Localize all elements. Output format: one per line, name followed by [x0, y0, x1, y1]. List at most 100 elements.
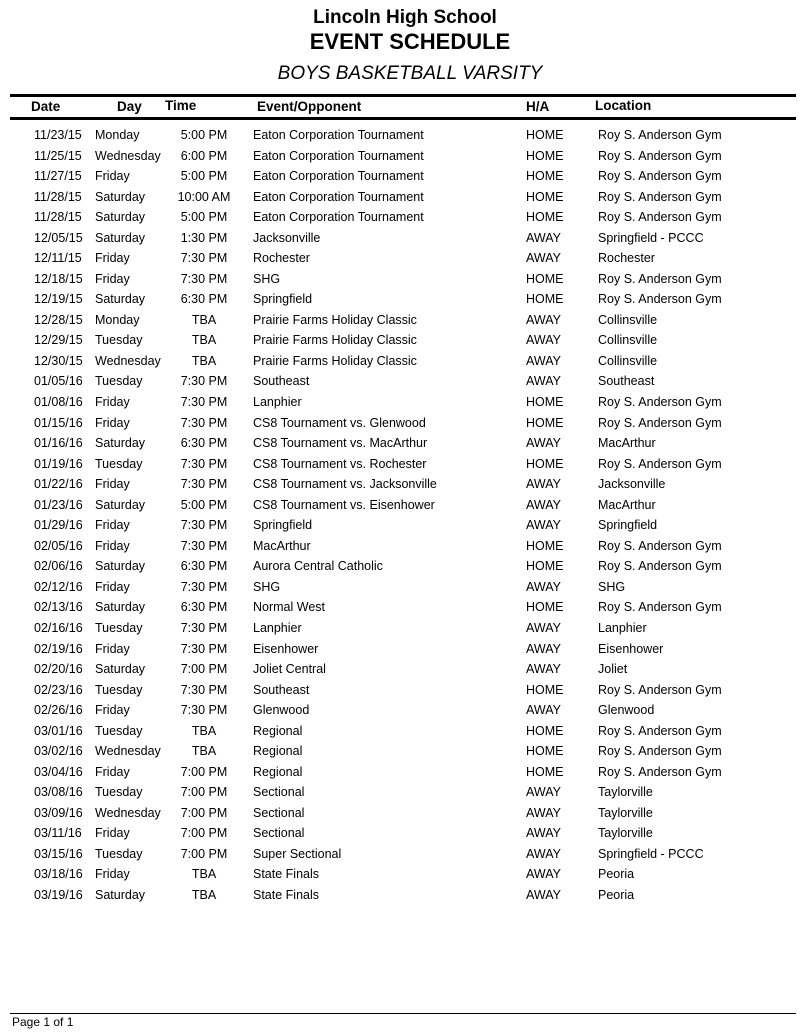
cell-date: 03/08/16 [34, 785, 83, 800]
cell-ha: HOME [526, 559, 564, 574]
cell-ha: HOME [526, 271, 564, 286]
cell-loc: Taylorville [598, 826, 653, 841]
cell-ha: AWAY [526, 785, 561, 800]
cell-day: Saturday [95, 497, 146, 512]
cell-event: Prairie Farms Holiday Classic [253, 312, 417, 327]
cell-time: 5:00 PM [180, 210, 228, 225]
table-row: 01/23/16 Saturday 5:00 PM CS8 Tournament vs… [0, 498, 800, 518]
cell-time: 6:30 PM [180, 600, 228, 615]
table-row: 03/02/16 Wednesday TBA Regional HOME Roy S. A… [0, 744, 800, 764]
cell-time: TBA [191, 887, 217, 902]
cell-loc: Glenwood [598, 703, 655, 718]
cell-date: 03/18/16 [34, 867, 83, 882]
table-row: 01/19/16 Tuesday 7:30 PM CS8 Tournament vs.… [0, 457, 800, 477]
cell-time: 7:30 PM [180, 620, 228, 635]
cell-date: 03/11/16 [34, 826, 82, 841]
cell-date: 03/02/16 [34, 744, 83, 759]
cell-event: Aurora Central Catholic [253, 559, 383, 574]
column-header-ha: H/A [526, 99, 550, 114]
cell-loc: Collinsville [598, 312, 658, 327]
cell-day: Monday [95, 128, 140, 142]
table-row: 11/27/15 Friday 5:00 PM Eaton Corporation T… [0, 169, 800, 189]
cell-event: Lanphier [253, 620, 302, 635]
cell-time: 5:00 PM [180, 497, 228, 512]
cell-event: Southeast [253, 682, 310, 697]
cell-ha: AWAY [526, 867, 561, 882]
cell-loc: Roy S. Anderson Gym [598, 292, 722, 307]
cell-day: Friday [95, 395, 130, 410]
cell-date: 01/23/16 [34, 497, 83, 512]
cell-event: Regional [253, 744, 303, 759]
cell-event: Lanphier [253, 395, 302, 410]
cell-day: Tuesday [95, 333, 143, 348]
cell-date: 01/15/16 [34, 415, 83, 430]
cell-day: Saturday [95, 292, 146, 307]
cell-date: 03/01/16 [34, 723, 83, 738]
footer-rule [10, 1013, 796, 1014]
cell-date: 11/27/15 [34, 169, 82, 184]
table-row: 02/19/16 Friday 7:30 PM Eisenhower AWAY Eisen… [0, 642, 800, 662]
cell-event: Eisenhower [253, 641, 319, 656]
cell-date: 11/25/15 [34, 148, 82, 163]
cell-date: 01/19/16 [34, 456, 83, 471]
cell-date: 12/18/15 [34, 271, 83, 286]
cell-time: 7:00 PM [180, 785, 228, 800]
cell-time: 6:00 PM [180, 148, 228, 163]
cell-ha: AWAY [526, 477, 561, 492]
cell-event: CS8 Tournament vs. Jacksonville [253, 477, 437, 492]
table-row: 02/05/16 Friday 7:30 PM MacArthur HOME Roy S.… [0, 539, 800, 559]
cell-time: 7:30 PM [180, 518, 228, 533]
table-row: 11/23/15 Monday 5:00 PM Eaton Corporation T… [0, 128, 800, 148]
cell-time: 7:30 PM [180, 641, 228, 656]
cell-loc: Roy S. Anderson Gym [598, 271, 722, 286]
cell-event: Eaton Corporation Tournament [253, 148, 424, 163]
header-top-rule [10, 94, 796, 97]
cell-date: 02/12/16 [34, 579, 83, 594]
cell-day: Friday [95, 271, 130, 286]
table-row: 12/19/15 Saturday 6:30 PM Springfield HOME Ro… [0, 292, 800, 312]
table-row: 02/26/16 Friday 7:30 PM Glenwood AWAY Glenwoo… [0, 703, 800, 723]
cell-time: 7:30 PM [180, 374, 228, 389]
cell-loc: MacArthur [598, 497, 656, 512]
table-row: 12/18/15 Friday 7:30 PM SHG HOME Roy S. Ander… [0, 272, 800, 292]
cell-day: Friday [95, 538, 130, 553]
cell-time: 7:30 PM [180, 682, 228, 697]
cell-day: Wednesday [95, 148, 161, 163]
school-name: Lincoln High School [313, 7, 497, 28]
cell-day: Tuesday [95, 846, 143, 861]
table-row: 12/30/15 Wednesday TBA Prairie Farms Holida… [0, 354, 800, 374]
cell-ha: HOME [526, 600, 564, 615]
cell-loc: SHG [598, 579, 626, 594]
table-row: 01/05/16 Tuesday 7:30 PM Southeast AWAY South… [0, 374, 800, 394]
cell-ha: AWAY [526, 518, 561, 533]
cell-event: Joliet Central [253, 662, 326, 677]
cell-ha: AWAY [526, 620, 561, 635]
column-header-event: Event/Opponent [257, 99, 362, 114]
table-row: 03/09/16 Wednesday 7:00 PM Sectional AWAY Tay… [0, 806, 800, 826]
cell-day: Tuesday [95, 682, 143, 697]
cell-time: TBA [191, 353, 217, 368]
cell-ha: HOME [526, 169, 564, 184]
cell-event: MacArthur [253, 538, 311, 553]
cell-loc: Roy S. Anderson Gym [598, 169, 722, 184]
cell-event: Springfield [253, 518, 313, 533]
cell-time: 7:30 PM [180, 251, 228, 266]
table-row: 02/12/16 Friday 7:30 PM SHG AWAY SHG [0, 580, 800, 600]
column-header-date: Date [31, 99, 61, 114]
cell-ha: HOME [526, 764, 564, 779]
cell-ha: AWAY [526, 353, 561, 368]
cell-day: Wednesday [95, 805, 161, 820]
cell-event: CS8 Tournament vs. Glenwood [253, 415, 426, 430]
table-row: 01/08/16 Friday 7:30 PM Lanphier HOME Roy S. … [0, 395, 800, 415]
cell-loc: Lanphier [598, 620, 647, 635]
cell-date: 02/20/16 [34, 662, 83, 677]
cell-time: 1:30 PM [180, 230, 228, 245]
cell-day: Saturday [95, 230, 146, 245]
table-row: 11/28/15 Saturday 10:00 AM Eaton Corporatio… [0, 190, 800, 210]
cell-loc: Roy S. Anderson Gym [598, 538, 722, 553]
cell-day: Saturday [95, 210, 146, 225]
cell-time: 7:30 PM [180, 456, 228, 471]
table-row: 03/08/16 Tuesday 7:00 PM Sectional AWAY Taylo… [0, 785, 800, 805]
cell-time: 6:30 PM [180, 436, 228, 451]
cell-day: Wednesday [95, 353, 161, 368]
